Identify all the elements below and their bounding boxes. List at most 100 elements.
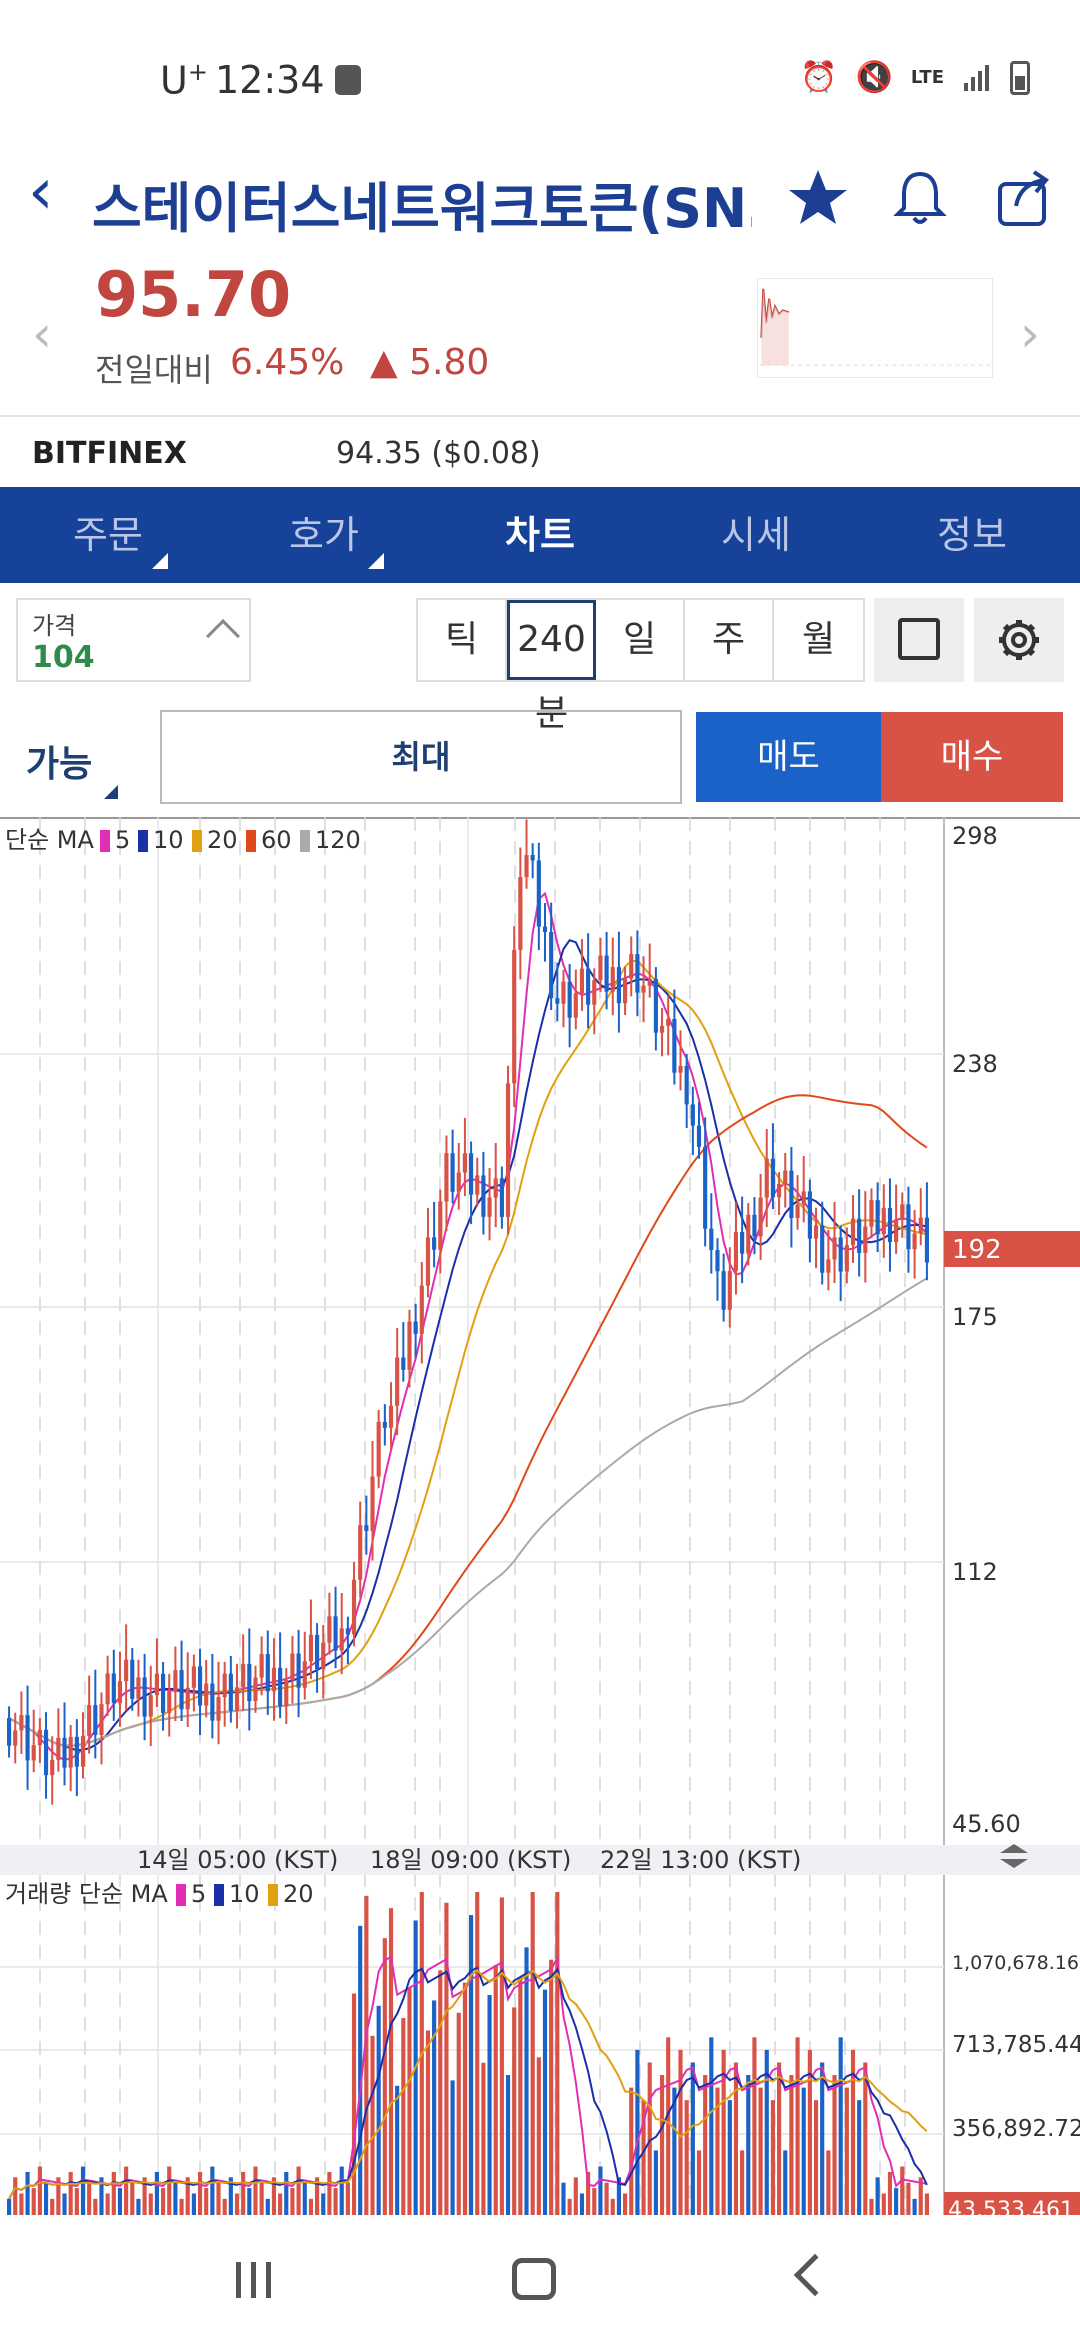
price-stepper[interactable]: 가격 104 bbox=[16, 598, 251, 682]
tab-quotes[interactable]: 시세 bbox=[721, 513, 791, 557]
volume-bar bbox=[290, 2188, 295, 2215]
volume-bar bbox=[924, 2193, 929, 2215]
period-day[interactable]: 일 bbox=[596, 600, 685, 680]
y-tick-112: 112 bbox=[952, 1558, 998, 1586]
volume-bar bbox=[912, 2198, 917, 2215]
vol-legend-ma20: 20 bbox=[283, 1880, 314, 1908]
volume-bar bbox=[216, 2182, 221, 2215]
page-title: 스테이터스네트워크토큰(SN… bbox=[92, 177, 752, 240]
candle-body bbox=[579, 968, 585, 994]
volume-bar bbox=[770, 2100, 775, 2215]
volume-bar bbox=[795, 2037, 800, 2215]
candle-body bbox=[43, 1729, 49, 1776]
candle-body bbox=[265, 1654, 270, 1692]
volume-bar bbox=[25, 2171, 30, 2215]
volume-bar bbox=[19, 2193, 24, 2215]
volume-bar bbox=[142, 2177, 147, 2215]
volume-bar bbox=[105, 2193, 110, 2215]
fullscreen-button[interactable] bbox=[874, 598, 964, 682]
volume-bar bbox=[259, 2182, 264, 2215]
candle-body bbox=[117, 1681, 123, 1704]
candle-body bbox=[222, 1673, 227, 1698]
available-label[interactable]: 가능 bbox=[26, 744, 93, 785]
candle-body bbox=[259, 1654, 264, 1678]
candle-body bbox=[234, 1687, 240, 1711]
vol-legend-swatch-20 bbox=[268, 1884, 278, 1906]
volume-bar bbox=[549, 1959, 554, 2215]
tab-chart[interactable]: 차트 bbox=[505, 513, 575, 557]
period-week[interactable]: 주 bbox=[685, 600, 774, 680]
volume-bar bbox=[758, 2087, 763, 2215]
chevron-up-icon[interactable] bbox=[206, 619, 240, 653]
period-tick[interactable]: 틱 bbox=[418, 600, 507, 680]
candle-body bbox=[536, 860, 541, 927]
volume-bar bbox=[887, 2171, 893, 2215]
carrier-label: U+ bbox=[160, 58, 208, 103]
resize-handle-icon[interactable] bbox=[1000, 1844, 1028, 1868]
candle-body bbox=[653, 978, 658, 1033]
candle-body bbox=[425, 1237, 431, 1286]
share-icon[interactable] bbox=[992, 166, 1056, 230]
price-axis: 298 238 175 112 45.60 bbox=[952, 822, 1021, 1838]
sparkline-chart bbox=[757, 278, 993, 378]
chart-canvas[interactable]: 단순 MA 5 10 20 60 120 298 238 175 112 45.… bbox=[0, 817, 1080, 2215]
volume-bar bbox=[530, 1892, 535, 2215]
status-bar: U+ 12:34 ⏰ 🔇 LTE bbox=[0, 0, 1080, 150]
next-coin-icon[interactable]: › bbox=[1020, 305, 1040, 363]
legend-ma60: 60 bbox=[261, 826, 292, 854]
period-240min[interactable]: 240분 bbox=[507, 600, 596, 734]
volume-bar bbox=[302, 2182, 307, 2215]
volume-bar bbox=[364, 1895, 369, 2215]
candle-body bbox=[271, 1667, 277, 1692]
volume-bar bbox=[844, 2087, 849, 2215]
volume-bar bbox=[832, 2075, 837, 2215]
volume-bar bbox=[820, 2062, 825, 2215]
candle-body bbox=[801, 1191, 806, 1205]
candle-body bbox=[315, 1634, 320, 1670]
volume-bar bbox=[838, 2037, 843, 2215]
volume-bar bbox=[345, 2182, 350, 2215]
back-arrow-icon[interactable]: ‹ bbox=[28, 155, 54, 229]
volume-bar bbox=[43, 2182, 49, 2215]
volume-bar bbox=[444, 1902, 449, 2215]
tab-orderbook[interactable]: 호가 bbox=[216, 487, 432, 583]
volume-ma-20 bbox=[8, 1968, 928, 2200]
tab-info[interactable]: 정보 bbox=[937, 513, 1007, 557]
candle-body bbox=[499, 1178, 504, 1217]
buy-button[interactable]: 매수 bbox=[881, 712, 1063, 802]
volume-bar bbox=[247, 2188, 252, 2215]
volume-bar bbox=[222, 2198, 227, 2215]
candle-body bbox=[278, 1667, 283, 1707]
prev-coin-icon[interactable]: ‹ bbox=[32, 305, 52, 363]
candle-body bbox=[413, 1321, 418, 1334]
volume-bar bbox=[672, 2087, 677, 2215]
back-icon[interactable] bbox=[793, 2253, 837, 2297]
star-icon[interactable] bbox=[786, 166, 850, 230]
volume-bar bbox=[826, 2150, 831, 2215]
exchange-row: BITFINEX 94.35 ($0.08) bbox=[0, 430, 1080, 490]
price-chart[interactable]: 단순 MA 5 10 20 60 120 298 238 175 112 45.… bbox=[0, 817, 1080, 2215]
volume-bar bbox=[783, 2150, 788, 2215]
candle-body bbox=[598, 955, 603, 981]
volume-bar bbox=[13, 2177, 18, 2215]
settings-button[interactable] bbox=[974, 598, 1064, 682]
candle-body bbox=[419, 1285, 424, 1334]
volume-bar bbox=[918, 2177, 923, 2215]
max-quantity-button[interactable]: 최대 bbox=[160, 710, 682, 804]
bell-icon[interactable] bbox=[888, 166, 952, 230]
y-tick-238: 238 bbox=[952, 1050, 998, 1078]
ma-line-120 bbox=[8, 1277, 928, 1747]
candle-body bbox=[25, 1715, 30, 1761]
candle-body bbox=[641, 985, 646, 993]
time-axis-labels: 14일 05:00 (KST) 18일 09:00 (KST) 22일 13:0… bbox=[137, 1846, 801, 1874]
volume-bar bbox=[850, 2049, 856, 2215]
sell-button[interactable]: 매도 bbox=[696, 712, 881, 802]
volume-bar bbox=[481, 2062, 486, 2215]
recent-apps-icon[interactable] bbox=[232, 2258, 276, 2302]
volume-bar bbox=[586, 2171, 591, 2215]
period-month[interactable]: 월 bbox=[801, 619, 836, 660]
tab-order[interactable]: 주문 bbox=[0, 487, 216, 583]
home-icon[interactable] bbox=[512, 2258, 556, 2300]
candle-body bbox=[210, 1683, 215, 1721]
volume-bar bbox=[93, 2198, 98, 2215]
